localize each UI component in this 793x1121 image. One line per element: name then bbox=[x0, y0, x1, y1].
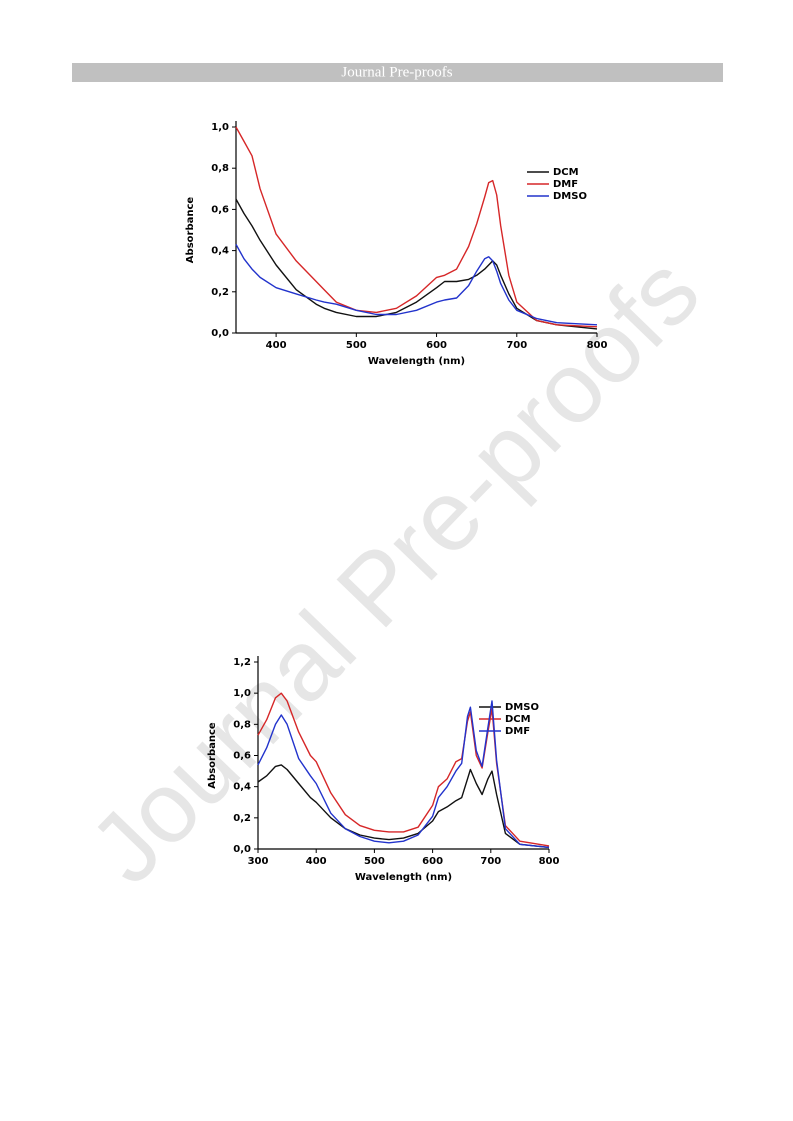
series-line bbox=[257, 700, 550, 849]
x-tick-label: 600 bbox=[422, 856, 443, 867]
y-tick-label: 0,6 bbox=[211, 204, 229, 215]
legend-label: DMF bbox=[553, 179, 578, 190]
y-tick-label: 1,2 bbox=[233, 657, 251, 668]
legend-label: DMF bbox=[505, 726, 530, 737]
y-tick-label: 0,2 bbox=[233, 813, 251, 824]
header-title: Journal Pre-proofs bbox=[341, 64, 452, 80]
y-tick-label: 0,2 bbox=[211, 287, 229, 298]
x-tick-label: 700 bbox=[480, 856, 501, 867]
x-tick-label: 400 bbox=[306, 856, 327, 867]
x-tick-label: 700 bbox=[506, 340, 527, 351]
legend-label: DCM bbox=[553, 167, 579, 178]
x-tick-label: 500 bbox=[346, 340, 367, 351]
watermark: Journal Pre-proofs bbox=[69, 235, 721, 905]
y-tick-label: 0,4 bbox=[211, 246, 229, 257]
y-tick-label: 1,0 bbox=[233, 688, 251, 699]
x-tick-label: 300 bbox=[248, 856, 269, 867]
x-tick-label: 600 bbox=[426, 340, 447, 351]
y-tick-label: 0,6 bbox=[233, 751, 251, 762]
y-tick-label: 0,0 bbox=[233, 844, 251, 855]
legend-label: DCM bbox=[505, 714, 531, 725]
x-tick-label: 400 bbox=[266, 340, 287, 351]
series-line bbox=[257, 764, 550, 849]
y-axis-label: Absorbance bbox=[185, 197, 196, 264]
series-line bbox=[235, 198, 598, 330]
x-axis-label: Wavelength (nm) bbox=[368, 356, 465, 367]
x-tick-label: 800 bbox=[539, 856, 560, 867]
x-tick-label: 500 bbox=[364, 856, 385, 867]
legend-label: DMSO bbox=[553, 191, 587, 202]
x-axis-label: Wavelength (nm) bbox=[355, 872, 452, 883]
series-line bbox=[235, 244, 598, 326]
y-tick-label: 0,4 bbox=[233, 782, 251, 793]
y-tick-label: 0,8 bbox=[233, 719, 251, 730]
series-line bbox=[235, 126, 598, 328]
legend-label: DMSO bbox=[505, 702, 539, 713]
y-tick-label: 0,0 bbox=[211, 328, 229, 339]
y-tick-label: 1,0 bbox=[211, 122, 229, 133]
y-axis-label: Absorbance bbox=[207, 722, 218, 789]
series-line bbox=[257, 692, 550, 847]
x-tick-label: 800 bbox=[587, 340, 608, 351]
y-tick-label: 0,8 bbox=[211, 163, 229, 174]
header-bar bbox=[72, 63, 723, 82]
